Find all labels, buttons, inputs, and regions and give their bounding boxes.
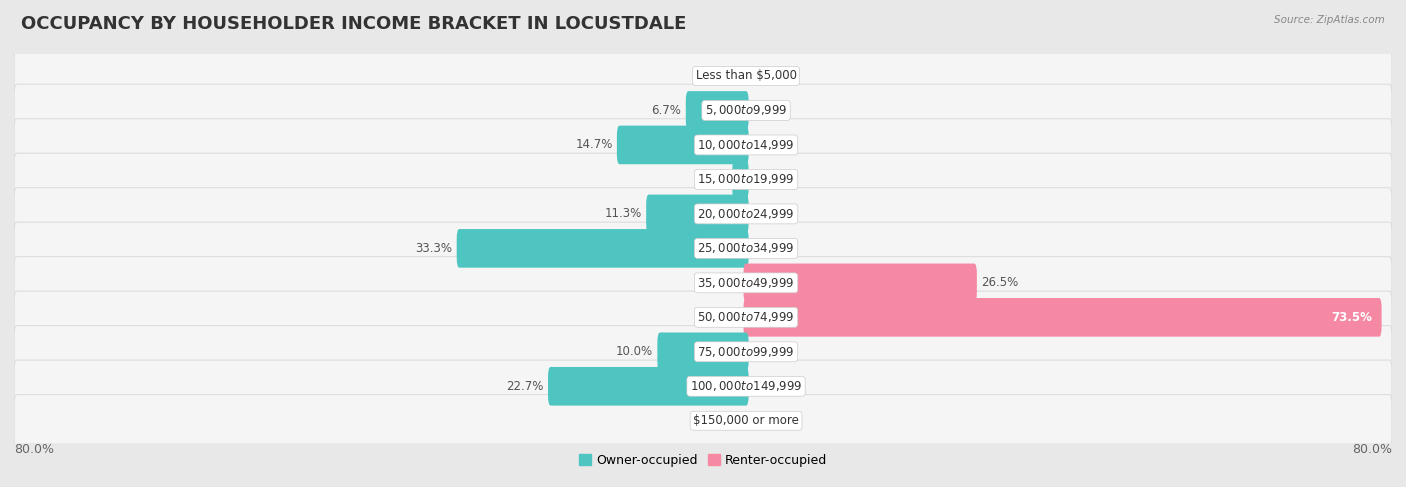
FancyBboxPatch shape xyxy=(658,333,748,371)
Text: $5,000 to $9,999: $5,000 to $9,999 xyxy=(704,103,787,117)
FancyBboxPatch shape xyxy=(14,50,1392,102)
Text: $35,000 to $49,999: $35,000 to $49,999 xyxy=(697,276,794,290)
Text: $25,000 to $34,999: $25,000 to $34,999 xyxy=(697,242,794,255)
Text: 26.5%: 26.5% xyxy=(981,276,1018,289)
FancyBboxPatch shape xyxy=(744,298,1382,337)
Text: 0.0%: 0.0% xyxy=(754,138,783,151)
Text: 0.0%: 0.0% xyxy=(710,70,740,82)
FancyBboxPatch shape xyxy=(617,126,748,164)
Text: 80.0%: 80.0% xyxy=(1353,443,1392,456)
Text: 0.0%: 0.0% xyxy=(754,104,783,117)
FancyBboxPatch shape xyxy=(647,195,748,233)
Text: Source: ZipAtlas.com: Source: ZipAtlas.com xyxy=(1274,15,1385,25)
Text: Less than $5,000: Less than $5,000 xyxy=(696,70,797,82)
Text: OCCUPANCY BY HOUSEHOLDER INCOME BRACKET IN LOCUSTDALE: OCCUPANCY BY HOUSEHOLDER INCOME BRACKET … xyxy=(21,15,686,33)
Text: 0.0%: 0.0% xyxy=(710,311,740,324)
FancyBboxPatch shape xyxy=(14,360,1392,412)
Text: 0.0%: 0.0% xyxy=(754,70,783,82)
FancyBboxPatch shape xyxy=(14,187,1392,240)
Text: $10,000 to $14,999: $10,000 to $14,999 xyxy=(697,138,794,152)
Text: 11.3%: 11.3% xyxy=(605,207,643,221)
Text: 0.0%: 0.0% xyxy=(754,380,783,393)
Text: 0.0%: 0.0% xyxy=(710,414,740,427)
Text: 0.0%: 0.0% xyxy=(754,242,783,255)
FancyBboxPatch shape xyxy=(14,257,1392,309)
FancyBboxPatch shape xyxy=(744,263,977,302)
FancyBboxPatch shape xyxy=(548,367,748,406)
Text: $20,000 to $24,999: $20,000 to $24,999 xyxy=(697,207,794,221)
FancyBboxPatch shape xyxy=(14,119,1392,171)
Text: 10.0%: 10.0% xyxy=(616,345,652,358)
FancyBboxPatch shape xyxy=(14,84,1392,137)
Text: $50,000 to $74,999: $50,000 to $74,999 xyxy=(697,310,794,324)
FancyBboxPatch shape xyxy=(14,326,1392,378)
FancyBboxPatch shape xyxy=(686,91,748,130)
Text: 0.0%: 0.0% xyxy=(754,414,783,427)
FancyBboxPatch shape xyxy=(14,394,1392,447)
FancyBboxPatch shape xyxy=(457,229,748,268)
Text: 6.7%: 6.7% xyxy=(651,104,682,117)
Text: 14.7%: 14.7% xyxy=(575,138,613,151)
Text: 80.0%: 80.0% xyxy=(14,443,53,456)
FancyBboxPatch shape xyxy=(14,222,1392,275)
FancyBboxPatch shape xyxy=(14,153,1392,206)
Text: $100,000 to $149,999: $100,000 to $149,999 xyxy=(690,379,803,393)
Text: 0.0%: 0.0% xyxy=(754,345,783,358)
FancyBboxPatch shape xyxy=(14,291,1392,343)
Text: 0.0%: 0.0% xyxy=(710,276,740,289)
Text: 1.3%: 1.3% xyxy=(699,173,728,186)
Legend: Owner-occupied, Renter-occupied: Owner-occupied, Renter-occupied xyxy=(574,449,832,472)
Text: $15,000 to $19,999: $15,000 to $19,999 xyxy=(697,172,794,187)
Text: 22.7%: 22.7% xyxy=(506,380,544,393)
Text: 33.3%: 33.3% xyxy=(415,242,453,255)
Text: $75,000 to $99,999: $75,000 to $99,999 xyxy=(697,345,794,359)
Text: 0.0%: 0.0% xyxy=(754,173,783,186)
FancyBboxPatch shape xyxy=(733,160,748,199)
Text: $150,000 or more: $150,000 or more xyxy=(693,414,799,427)
Text: 0.0%: 0.0% xyxy=(754,207,783,221)
Text: 73.5%: 73.5% xyxy=(1331,311,1372,324)
